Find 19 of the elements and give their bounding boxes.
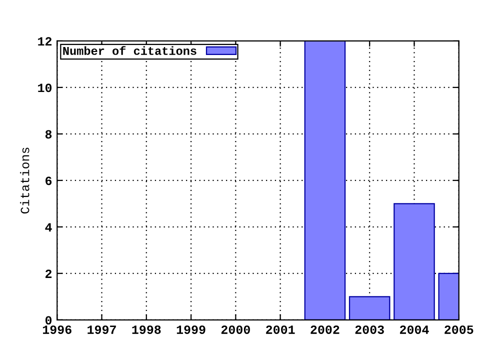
x-tick-label: 1997: [88, 325, 116, 334]
y-tick-label: 10: [38, 84, 52, 92]
y-tick-label: 4: [45, 223, 52, 232]
x-tick-label: 2000: [221, 325, 250, 334]
y-tick-label: 6: [46, 176, 52, 186]
y-axis-title: Citations: [20, 148, 30, 214]
y-tick-label: 0: [45, 316, 52, 325]
y-tick-label: 8: [45, 130, 52, 139]
x-tick-label: 1999: [176, 325, 206, 334]
x-tick-label: 1998: [132, 325, 161, 334]
x-tick-label: 2001: [266, 325, 295, 334]
y-tick-label: 2: [46, 270, 52, 278]
x-tick-label: 2004: [400, 325, 429, 334]
x-tick-label: 2002: [310, 325, 340, 334]
x-tick-label: 2005: [444, 325, 474, 334]
y-tick-label: 12: [38, 37, 52, 46]
legend-label: Number of citations: [63, 46, 196, 55]
x-tick-label: 2003: [355, 325, 384, 334]
x-tick-label: 1996: [42, 325, 72, 334]
